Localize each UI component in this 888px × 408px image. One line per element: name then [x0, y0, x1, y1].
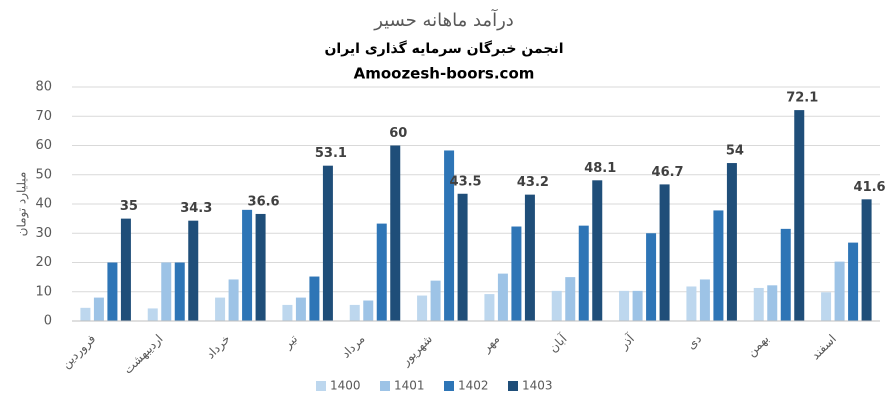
x-tick-label: اردیبهشت [121, 332, 167, 378]
data-label: 53.1 [315, 146, 347, 161]
bar [120, 218, 131, 321]
data-label: 43.5 [450, 174, 482, 189]
y-tick-label: 40 [35, 197, 52, 212]
bar [457, 193, 468, 321]
data-label: 54 [726, 144, 744, 159]
chart-title: درآمد ماهانه حسیر [373, 8, 514, 31]
legend-label: 1400 [330, 379, 361, 393]
bar [322, 165, 333, 321]
bar [376, 223, 387, 321]
bar [686, 286, 697, 321]
y-tick-label: 70 [35, 109, 52, 124]
bar [309, 276, 320, 321]
x-tick-label: آبان [545, 331, 570, 356]
bar [726, 163, 737, 321]
data-label: 46.7 [652, 165, 684, 180]
bar [524, 194, 535, 321]
bar [242, 209, 253, 321]
bar [619, 290, 630, 321]
y-tick-label: 30 [35, 226, 52, 241]
x-tick-label: آذر [615, 331, 638, 354]
bar [753, 287, 764, 321]
bar [699, 279, 710, 321]
data-label: 48.1 [584, 161, 616, 176]
x-tick-label: فروردین [59, 332, 99, 372]
bar [215, 297, 226, 321]
bar [295, 297, 306, 321]
bar [80, 307, 91, 321]
legend-swatch [380, 381, 390, 391]
bar [565, 277, 576, 321]
x-tick-label: دی [684, 332, 704, 352]
bar [147, 308, 158, 321]
y-tick-label: 50 [35, 167, 52, 182]
data-label: 41.6 [854, 180, 886, 195]
data-label: 60 [389, 126, 407, 141]
x-tick-label: اسفند [808, 332, 839, 363]
x-tick-label: مهر [479, 332, 503, 356]
bar [174, 262, 185, 321]
bar [107, 262, 118, 321]
bar [363, 300, 374, 321]
bar [659, 184, 670, 321]
bar [255, 213, 266, 321]
legend-label: 1403 [522, 379, 553, 393]
data-label: 72.1 [786, 91, 818, 106]
legend-label: 1401 [394, 379, 425, 393]
y-axis-label: میلیارد تومان [15, 172, 30, 237]
bar [551, 290, 562, 321]
bar [484, 294, 495, 321]
bar [282, 304, 293, 321]
x-tick-label: شهریور [398, 332, 436, 370]
y-tick-label: 20 [35, 255, 52, 270]
bar [93, 297, 104, 321]
y-tick-label: 10 [35, 284, 52, 299]
bar [592, 180, 603, 321]
bar [821, 292, 832, 321]
bar [430, 280, 441, 321]
x-tick-label: بهمن [744, 332, 772, 360]
bar [161, 262, 172, 321]
x-tick-label: مرداد [339, 332, 369, 362]
bar [861, 199, 872, 321]
x-tick-label: خرداد [203, 332, 233, 362]
legend-swatch [316, 381, 326, 391]
chart-source: Amoozesh-boors.com [354, 65, 535, 83]
bar [834, 261, 845, 321]
bar [444, 150, 455, 321]
bar [578, 225, 589, 321]
bar [349, 304, 360, 321]
legend-label: 1402 [458, 379, 489, 393]
bar [646, 233, 657, 321]
bar [767, 285, 778, 321]
bar [794, 110, 805, 321]
bar [713, 210, 724, 321]
data-label: 34.3 [180, 201, 212, 216]
bar [511, 226, 522, 321]
x-tick-label: تیر [280, 332, 301, 353]
legend-swatch [508, 381, 518, 391]
bar [632, 290, 643, 321]
data-label: 35 [120, 199, 138, 214]
y-tick-label: 60 [35, 138, 52, 153]
legend-swatch [444, 381, 454, 391]
bar [848, 242, 859, 321]
data-label: 43.2 [517, 175, 549, 190]
data-label: 36.6 [248, 194, 280, 209]
y-tick-label: 0 [44, 314, 52, 329]
chart-subtitle: انجمن خبرگان سرمایه گذاری ایران [324, 40, 563, 57]
bar [390, 145, 401, 321]
bar [188, 220, 199, 321]
bar [228, 279, 239, 321]
y-tick-label: 80 [35, 80, 52, 95]
bar [417, 295, 428, 321]
bar [780, 228, 791, 321]
bar [497, 273, 508, 321]
